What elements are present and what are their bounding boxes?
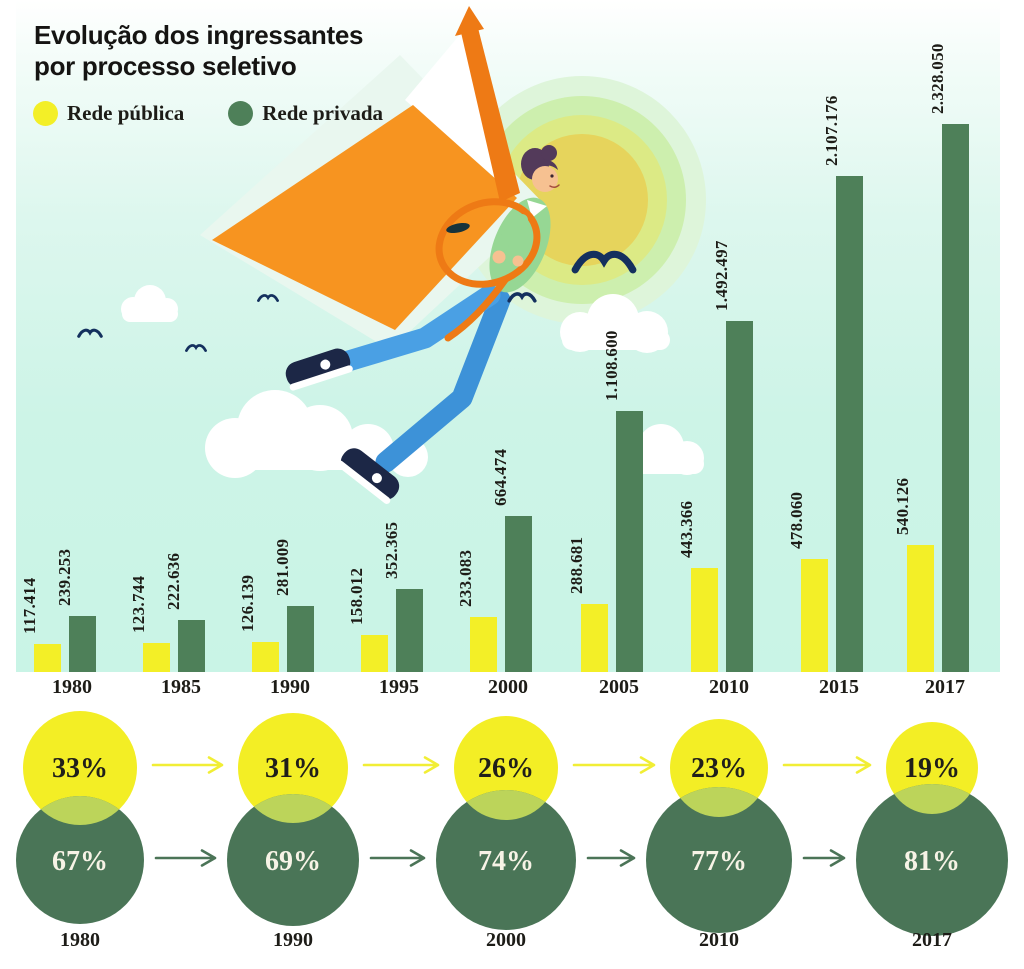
venn-pct-rede-privada-2010: 77% [691,846,747,877]
bar-rede-publica-1995 [361,635,388,672]
bar-rede-privada-2015 [836,176,863,672]
axis-year-2010: 2010 [709,676,749,698]
venn-circle-rede-publica-1980 [23,711,137,825]
arrow-right-icon-top-3 [572,756,656,774]
bar-rede-privada-1985 [178,620,205,672]
bar-value-label-rede-privada-1995: 352.365 [381,521,401,579]
legend-label: Rede pública [67,101,185,125]
bar-value-label-rede-publica-2010: 443.366 [676,500,696,558]
rede-privada-swatch-icon [228,101,254,126]
page-title: Evolução dos ingressantes por processo s… [34,20,363,82]
venn-circle-rede-publica-2000 [454,716,558,820]
legend-item-rede-privada: Rede privada [228,101,383,126]
axis-year-2005: 2005 [599,676,639,698]
arrow-right-icon-bottom-3 [586,849,636,867]
bar-rede-publica-2010 [691,568,718,672]
venn-pair-2017: 19% 81% 2017 [856,722,1008,951]
venn-circle-rede-privada-2017 [856,784,1008,936]
axis-year-1980: 1980 [52,676,92,698]
venn-pct-rede-privada-2000: 74% [478,846,534,877]
venn-year-2010: 2010 [699,929,739,951]
arrow-right-icon-top-2 [362,756,440,774]
bar-value-label-rede-publica-1980: 117.414 [19,577,39,634]
arrow-right-icon-bottom-2 [369,849,426,867]
bar-value-label-rede-publica-2017: 540.126 [892,477,912,535]
venn-pct-rede-privada-2017: 81% [904,846,960,877]
bar-value-label-rede-privada-1990: 281.009 [272,538,292,596]
axis-year-1995: 1995 [379,676,419,698]
bar-rede-privada-2017 [942,124,969,672]
venn-pair-1990: 31% 69% 1990 [227,713,359,951]
arrow-right-icon-top-4 [782,756,872,774]
bar-rede-privada-1980 [69,616,96,672]
bar-value-label-rede-privada-2010: 1.492.497 [711,240,731,311]
bar-value-label-rede-publica-2015: 478.060 [786,491,806,549]
venn-pct-rede-publica-1990: 31% [265,753,321,784]
axis-year-2015: 2015 [819,676,859,698]
bar-rede-privada-2010 [726,321,753,672]
venn-year-2017: 2017 [912,929,952,951]
title-line-2: por processo seletivo [34,51,297,82]
venn-year-1980: 1980 [60,929,100,951]
venn-pct-rede-publica-2000: 26% [478,753,534,784]
venn-overlap-2010 [670,787,768,817]
venn-pair-2010: 23% 77% 2010 [646,719,792,951]
venn-circle-rede-publica-1990 [238,713,348,823]
bar-value-label-rede-privada-2017: 2.328.050 [927,43,947,114]
venn-pct-rede-publica-2017: 19% [904,753,960,784]
bar-value-label-rede-publica-2000: 233.083 [455,549,475,607]
title-line-1: Evolução dos ingressantes [34,20,364,50]
axis-year-2000: 2000 [488,676,528,698]
bar-value-label-rede-publica-1985: 123.744 [128,575,148,633]
bar-chart-labels: 117.414 239.253 1980 123.744 222.636 1985 126.… [19,43,966,698]
arrow-right-icon-bottom-1 [154,849,217,867]
axis-year-1985: 1985 [161,676,201,698]
venn-circle-rede-privada-1980 [16,796,144,924]
rede-publica-swatch-icon [33,101,58,126]
arrow-right-icon-bottom-4 [802,849,846,867]
legend: Rede pública Rede privada [33,101,383,126]
venn-year-2000: 2000 [486,929,526,951]
bar-value-label-rede-privada-2005: 1.108.600 [601,330,621,401]
bar-value-label-rede-privada-2015: 2.107.176 [821,95,841,166]
bar-rede-privada-2000 [505,516,532,672]
venn-circle-rede-privada-2010 [646,787,792,933]
venn-pct-rede-privada-1990: 69% [265,846,321,877]
venn-pct-rede-publica-2010: 23% [691,753,747,784]
bar-value-label-rede-publica-2005: 288.681 [566,536,586,594]
bar-rede-privada-1995 [396,589,423,672]
bar-value-label-rede-privada-1985: 222.636 [163,552,183,610]
bar-rede-publica-1985 [143,643,170,672]
bar-rede-publica-2017 [907,545,934,672]
venn-year-1990: 1990 [273,929,313,951]
bar-rede-publica-1990 [252,642,279,672]
arrow-right-icon-top-1 [151,756,224,774]
bar-rede-publica-2005 [581,604,608,672]
legend-item-rede-publica: Rede pública [33,101,184,126]
axis-year-1990: 1990 [270,676,310,698]
bar-value-label-rede-privada-2000: 664.474 [490,448,510,506]
legend-label: Rede privada [262,101,384,125]
venn-circle-rede-privada-2000 [436,790,576,930]
venn-pair-2000: 26% 74% 2000 [436,716,576,951]
bar-value-label-rede-publica-1990: 126.139 [237,574,257,632]
axis-year-2017: 2017 [925,676,965,698]
venn-circle-rede-privada-1990 [227,794,359,926]
bar-rede-publica-1980 [34,644,61,672]
venn-pair-1980: 33% 67% 1980 [16,711,144,951]
venn-pct-rede-publica-1980: 33% [52,753,108,784]
bar-value-label-rede-publica-1995: 158.012 [346,567,366,625]
bar-rede-publica-2000 [470,617,497,672]
bar-rede-publica-2015 [801,559,828,672]
venn-sequence-chart: 33% 67% 1980 31% 69% 1990 26% 74% 2000 23% 77% 2010… [16,711,1008,951]
bar-rede-privada-1990 [287,606,314,672]
venn-pct-rede-privada-1980: 67% [52,846,108,877]
bar-chart [34,124,969,672]
venn-overlap-2017 [886,784,978,814]
bar-value-label-rede-privada-1980: 239.253 [54,548,74,606]
